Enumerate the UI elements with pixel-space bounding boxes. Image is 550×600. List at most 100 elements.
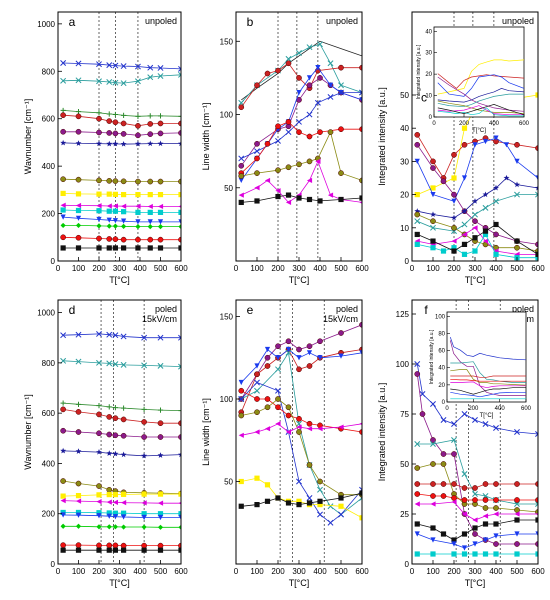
y-tick-label: 0 — [405, 560, 410, 569]
data-point — [157, 73, 164, 79]
data-point — [482, 497, 489, 503]
data-point — [535, 145, 538, 151]
y-tick-label: 150 — [220, 37, 234, 46]
series-line — [417, 177, 538, 219]
data-point — [106, 118, 113, 124]
data-point — [296, 424, 302, 430]
data-point — [147, 113, 153, 119]
y-tick-label: 50 — [400, 91, 409, 100]
data-point — [461, 251, 468, 257]
data-point — [451, 248, 457, 254]
data-point — [317, 355, 323, 361]
condition-label: unpoled — [502, 16, 534, 26]
data-point — [238, 396, 245, 402]
data-point — [96, 499, 102, 505]
data-point — [112, 111, 118, 118]
inset-x-tick-label: 0 — [445, 406, 449, 412]
series — [414, 551, 538, 557]
series — [60, 214, 181, 225]
x-tick-label: 0 — [56, 567, 61, 576]
data-point — [338, 89, 344, 96]
panel-b: 0 100 200 300 400 500 600 50 100 150 T[°C] Line wid… — [201, 11, 369, 285]
x-tick-label: 200 — [271, 567, 285, 576]
x-tick-label: 500 — [334, 264, 348, 273]
series — [60, 512, 181, 521]
plot-area — [238, 321, 362, 526]
series-line — [63, 178, 181, 183]
data-point — [285, 429, 292, 435]
data-point — [451, 537, 457, 543]
data-point — [535, 497, 538, 503]
x-axis-label: T[°C] — [109, 275, 130, 285]
data-point — [414, 131, 421, 138]
data-point — [414, 481, 421, 487]
data-point — [120, 178, 127, 185]
data-point — [96, 245, 102, 251]
data-point — [317, 478, 323, 485]
y-tick-label: 20 — [400, 191, 409, 200]
data-point — [75, 448, 82, 454]
data-point — [238, 173, 245, 179]
data-point — [461, 471, 468, 477]
data-point — [96, 542, 102, 549]
data-point — [264, 363, 271, 369]
x-tick-label: 200 — [92, 567, 106, 576]
data-point — [96, 330, 102, 337]
data-point — [75, 498, 82, 504]
data-point — [461, 545, 468, 551]
data-point — [296, 478, 302, 485]
series — [414, 191, 538, 235]
plot-area — [238, 40, 362, 206]
data-point — [135, 113, 141, 119]
data-point — [514, 158, 520, 164]
series — [60, 190, 181, 198]
data-point — [157, 500, 164, 506]
data-point — [314, 99, 321, 106]
data-point — [472, 417, 478, 423]
data-point — [493, 521, 499, 527]
data-point — [493, 198, 499, 205]
data-point — [482, 191, 489, 198]
data-point — [96, 524, 102, 530]
data-point — [96, 216, 102, 223]
data-point — [306, 495, 313, 501]
y-axis-label: Line width [cm⁻¹] — [201, 103, 211, 171]
data-point — [75, 77, 82, 84]
inset-area — [449, 336, 526, 400]
data-point — [514, 551, 520, 557]
data-point — [482, 421, 489, 427]
series-line — [240, 324, 362, 400]
data-point — [157, 434, 164, 440]
data-point — [106, 492, 112, 498]
data-point — [120, 361, 127, 368]
data-point — [296, 118, 302, 125]
x-tick-label: 0 — [234, 264, 239, 273]
data-point — [327, 93, 334, 100]
data-point — [60, 447, 67, 454]
data-point — [60, 498, 66, 504]
inset-series-line — [437, 73, 524, 89]
data-point — [317, 41, 323, 48]
y-tick-label: 1000 — [37, 20, 55, 29]
data-point — [106, 79, 113, 85]
data-point — [121, 192, 127, 198]
data-point — [178, 65, 181, 72]
data-point — [306, 196, 313, 203]
data-point — [147, 121, 154, 127]
data-point — [317, 198, 323, 204]
data-point — [60, 234, 66, 241]
data-point — [75, 128, 82, 135]
data-point — [275, 387, 281, 394]
data-point — [285, 404, 292, 411]
data-point — [106, 404, 112, 410]
data-point — [430, 165, 436, 171]
data-point — [461, 221, 468, 228]
data-point — [482, 481, 489, 487]
data-point — [96, 359, 102, 366]
series-line — [417, 463, 538, 513]
y-tick-label: 1000 — [37, 309, 55, 318]
series-line — [417, 483, 538, 489]
x-tick-label: 600 — [355, 567, 369, 576]
data-point — [451, 421, 457, 427]
data-point — [112, 203, 118, 209]
